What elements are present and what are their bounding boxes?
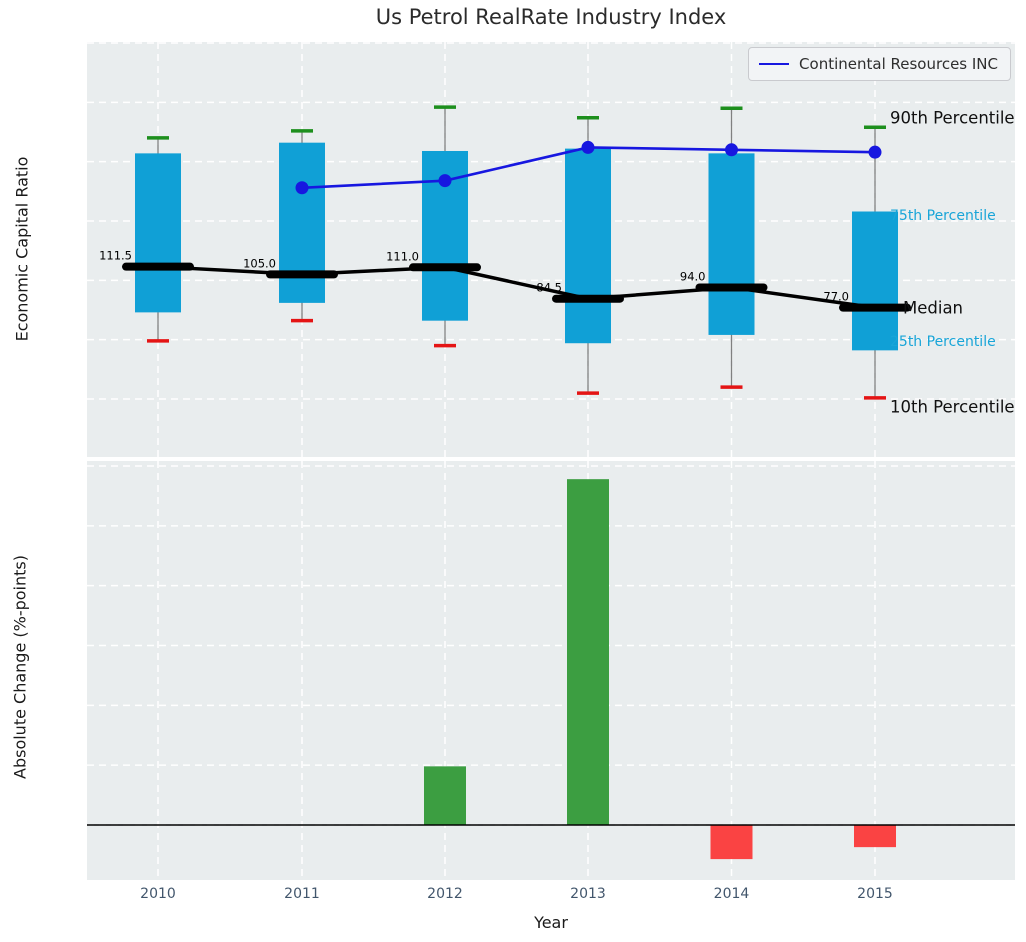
chart-title: Us Petrol RealRate Industry Index (87, 5, 1015, 29)
legend-label: Continental Resources INC (799, 55, 998, 73)
iqr-box-2013 (565, 149, 611, 344)
company-line-marker (725, 143, 738, 156)
x-tick-2013: 2013 (570, 886, 606, 902)
annotation-median: Median (903, 298, 963, 317)
company-line-marker (296, 181, 309, 194)
median-value-label-2010: 111.5 (99, 249, 132, 263)
x-tick-labels: 2010 2011 2012 2013 2014 2015 (87, 886, 1015, 906)
median-value-label-2015: 77.0 (823, 290, 849, 304)
change-bar-2014 (711, 825, 753, 859)
iqr-box-2014 (709, 153, 755, 335)
absolute-change-bar-chart (87, 461, 1015, 880)
change-bar-2013 (567, 479, 609, 825)
company-line-marker (869, 146, 882, 159)
median-value-label-2011: 105.0 (243, 256, 276, 270)
bottom-y-tick-labels: 050010001500200025003000 (0, 0, 79, 942)
annotation-25th-percentile: 25th Percentile (890, 334, 996, 350)
top-axes: 111.5 105.0 111.0 84.5 94.0 77.0 Continental … (87, 42, 1015, 457)
x-tick-2011: 2011 (284, 886, 320, 902)
company-line-marker (439, 174, 452, 187)
annotation-75th-percentile: 75th Percentile (890, 208, 996, 224)
x-tick-2014: 2014 (714, 886, 750, 902)
x-tick-2010: 2010 (140, 886, 176, 902)
median-value-label-2013: 84.5 (536, 281, 562, 295)
iqr-box-2011 (279, 143, 325, 303)
iqr-box-2010 (135, 153, 181, 312)
x-tick-2012: 2012 (427, 886, 463, 902)
median-value-label-2012: 111.0 (386, 249, 419, 263)
median-value-label-2014: 94.0 (680, 269, 706, 283)
annotation-10th-percentile: 10th Percentile (890, 397, 1015, 416)
bottom-axes (87, 461, 1015, 880)
company-line-marker (582, 141, 595, 154)
percentile-box-plot: 111.5 105.0 111.0 84.5 94.0 77.0 (87, 42, 1015, 457)
change-bar-2012 (424, 766, 466, 825)
iqr-box-2015 (852, 212, 898, 351)
x-tick-2015: 2015 (857, 886, 893, 902)
figure: Us Petrol RealRate Industry Index Econom… (0, 0, 1026, 942)
x-axis-label: Year (534, 913, 568, 932)
annotation-90th-percentile: 90th Percentile (890, 109, 1015, 128)
legend-line-sample (759, 63, 789, 65)
legend-box: Continental Resources INC (748, 47, 1011, 81)
change-bar-2015 (854, 825, 896, 847)
